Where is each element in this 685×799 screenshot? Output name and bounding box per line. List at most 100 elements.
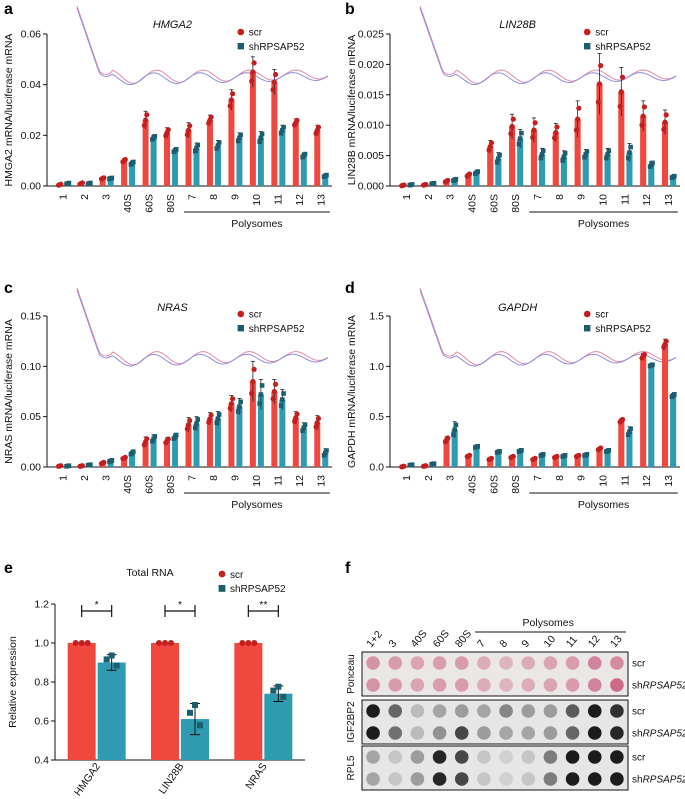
point-scr <box>532 120 538 126</box>
bar-scr-40S <box>121 457 128 467</box>
x-tick-label: 60S <box>488 194 500 213</box>
x-tick-label: 2 <box>79 194 91 200</box>
point-scr <box>251 60 257 66</box>
point-scr <box>165 127 171 133</box>
point-scr <box>641 351 647 358</box>
profile-trace-sh <box>419 289 677 367</box>
point-scr <box>294 117 300 123</box>
lane-label: 60S <box>431 628 452 650</box>
point-scr <box>249 390 255 397</box>
bar-scr-7 <box>530 458 537 467</box>
x-tick-label: 60S <box>144 194 156 213</box>
point-scr <box>79 463 85 469</box>
bar-scr-40S <box>465 175 472 186</box>
blot-dot-11 <box>565 772 580 786</box>
point-scr <box>509 123 515 130</box>
x-tick-label: NRAS <box>243 761 270 792</box>
row-label-sh: shRPSAP52 <box>632 681 685 692</box>
point-sh <box>259 131 265 137</box>
blot-dot-12 <box>587 704 602 718</box>
x-tick-label: 13 <box>663 475 675 487</box>
bar-sh-9 <box>582 454 589 467</box>
blot-dot-8 <box>499 772 513 786</box>
point-sh <box>257 401 262 406</box>
blot-dot-80S <box>454 772 469 786</box>
y-axis-label: HMGA2 mRNA/luciferase mRNA <box>3 34 15 187</box>
point-scr <box>401 182 407 188</box>
legend-sh-marker <box>237 325 244 332</box>
point-scr <box>554 124 560 130</box>
polysome-label: Polysomes <box>578 499 629 511</box>
point-sh <box>214 420 220 426</box>
bar-scr-60S <box>142 441 149 467</box>
point-sh <box>194 145 199 151</box>
blot-dot-60S <box>432 750 447 764</box>
point-scr <box>58 181 64 187</box>
lane-label: 80S <box>453 628 474 650</box>
point-scr <box>250 69 256 75</box>
legend-sh-label: shRPSAP52 <box>595 42 651 53</box>
blot-dot-7 <box>477 656 491 670</box>
strip-label: Ponceau <box>346 654 357 693</box>
panel-letter-e: e <box>4 560 13 577</box>
bar-scr-13 <box>661 122 669 186</box>
profile-trace-scr <box>76 5 329 84</box>
point-sh <box>324 448 329 453</box>
y-tick-label: 0.04 <box>21 79 42 91</box>
bar-sh-12 <box>648 164 655 186</box>
point-sh <box>519 130 524 136</box>
point-sh <box>452 427 457 433</box>
point-scr <box>271 388 277 395</box>
lane-label: 1+2 <box>364 628 385 649</box>
point-sh <box>88 180 93 186</box>
chart-hmga2: 0.00 0.02 0.04 0.06 HMGA2 mRNA/luciferase mR… <box>3 5 332 230</box>
point-scr <box>187 123 193 129</box>
point-sh <box>561 154 567 160</box>
blot-dot-3 <box>388 750 403 764</box>
point-sh <box>278 131 284 136</box>
x-tick-label: 3 <box>101 475 113 481</box>
bar-scr-12 <box>640 356 647 467</box>
bar-sh-3 <box>451 429 458 467</box>
blot-dot-10 <box>543 678 558 692</box>
bar-sh-3 <box>107 178 114 186</box>
point-scr <box>576 452 582 458</box>
point-sh <box>280 127 285 133</box>
x-tick-label: 80S <box>510 194 522 213</box>
point-sh <box>258 392 264 397</box>
point-scr <box>532 455 538 461</box>
legend-scr-marker <box>237 28 245 36</box>
bar-scr-7 <box>530 130 537 186</box>
y-tick-label: 0.8 <box>34 677 49 689</box>
point-scr <box>573 127 580 133</box>
point-scr <box>156 640 162 646</box>
blot-dot-8 <box>499 726 513 740</box>
blot-dot-9 <box>521 656 536 670</box>
lane-label: 9 <box>519 638 532 650</box>
blot-dot-7 <box>477 678 491 692</box>
bar-sh-80S <box>172 436 179 467</box>
chart-total-rna: 0.4 0.6 0.8 1.0 1.2 Relative expression Total … <box>7 567 305 798</box>
x-tick-label: 80S <box>165 475 177 494</box>
point-sh <box>113 662 120 669</box>
blot-dot-40S <box>410 656 425 670</box>
bar-scr-8 <box>552 456 559 467</box>
y-tick-label: 0.0 <box>369 462 384 474</box>
blot-dot-60S <box>432 704 447 718</box>
bar-scr-80S <box>164 132 171 186</box>
bar-sh-8 <box>214 145 221 186</box>
point-sh <box>88 462 93 467</box>
point-sh <box>517 136 523 141</box>
polysome-label: Polysomes <box>231 218 282 230</box>
row-label-scr: scr <box>632 753 646 764</box>
legend-scr-label: scr <box>249 310 263 321</box>
chart-title: Total RNA <box>126 567 173 579</box>
blot-dot-80S <box>454 726 469 740</box>
blot-dot-12 <box>587 678 602 692</box>
panel-letter-c: c <box>4 280 13 297</box>
x-tick-label: 11 <box>619 194 631 205</box>
point-scr <box>168 640 174 646</box>
point-sh <box>497 448 502 454</box>
significance-star: * <box>178 599 182 611</box>
x-tick-label: 11 <box>272 475 284 486</box>
